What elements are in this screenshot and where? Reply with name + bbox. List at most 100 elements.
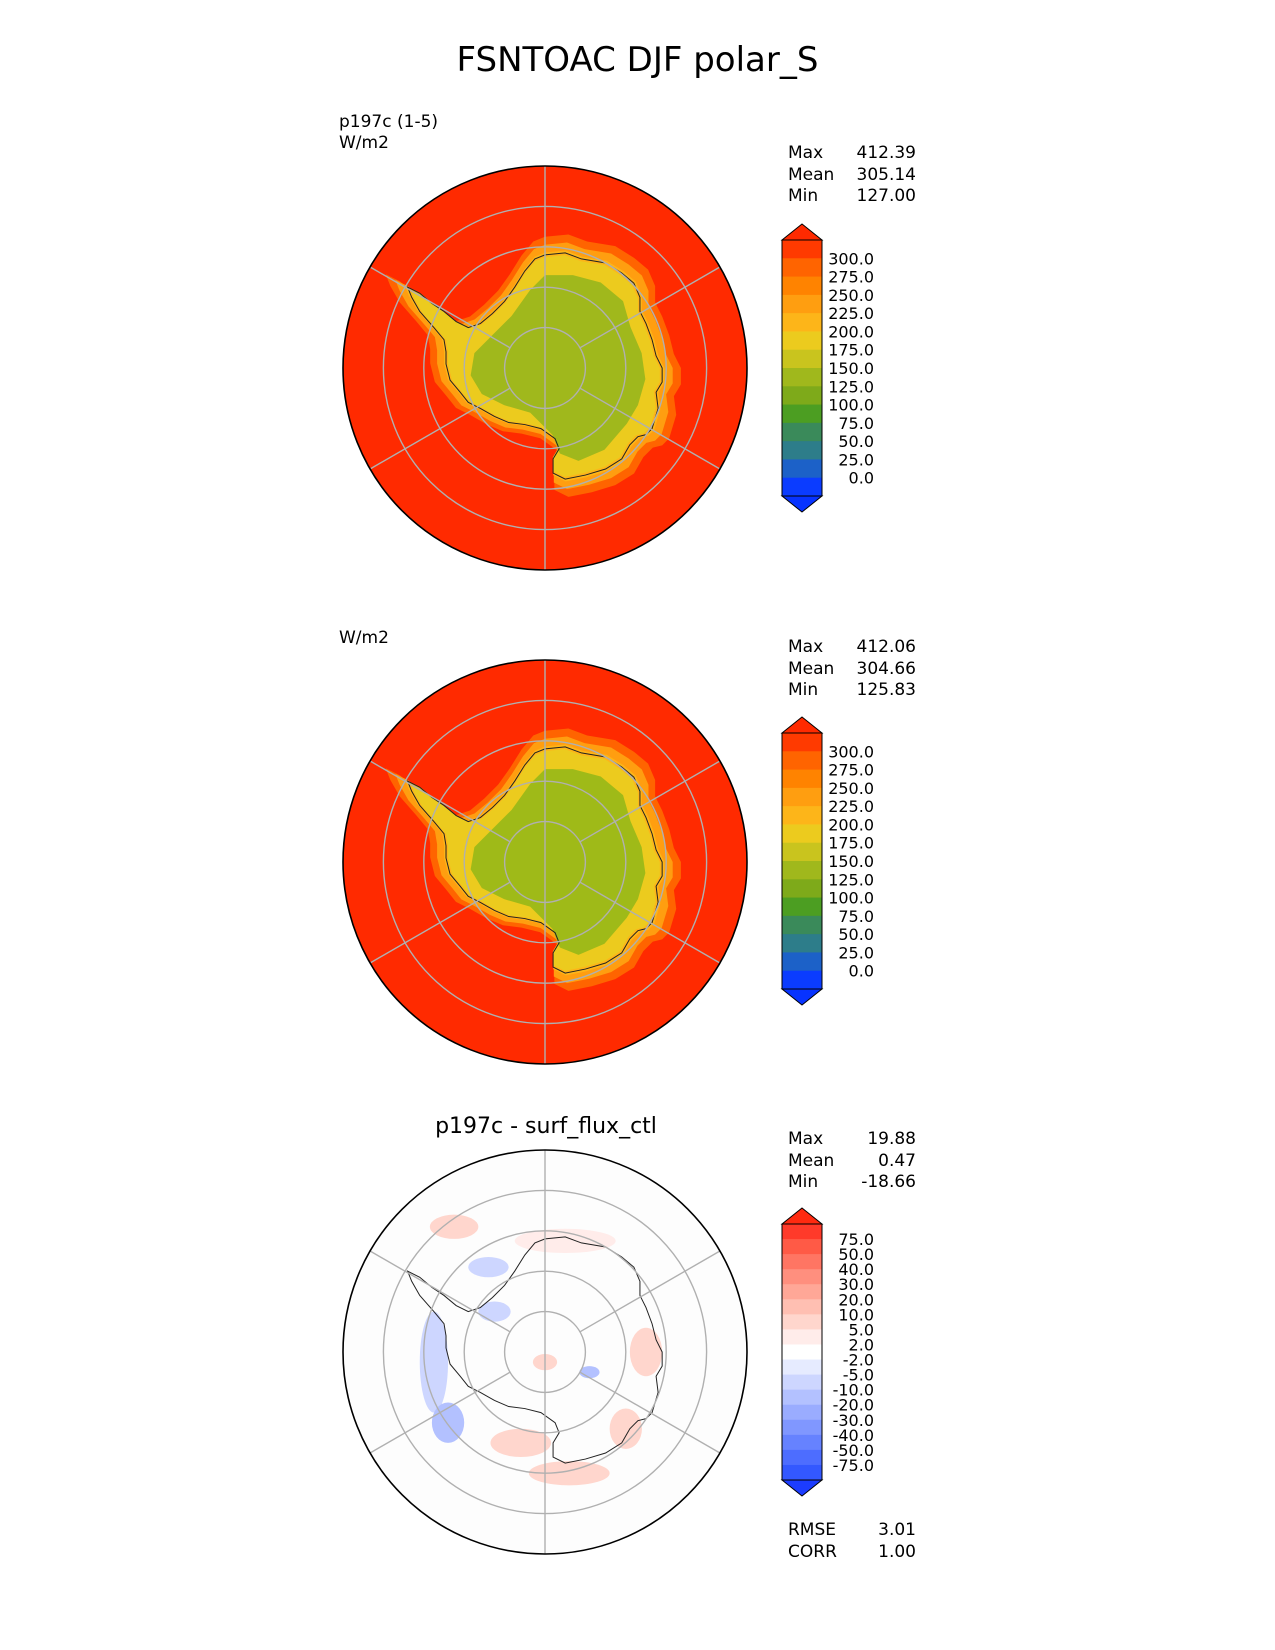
meridian-line bbox=[369, 266, 511, 349]
colorbar-extend-bottom bbox=[780, 988, 824, 1006]
colorbar-segment bbox=[782, 824, 822, 844]
stat-name: Min bbox=[788, 1172, 819, 1192]
colorbar-tick-label: 30.0 bbox=[838, 1275, 874, 1294]
colorbar-segment bbox=[782, 1464, 822, 1481]
meridian-line bbox=[579, 1250, 721, 1333]
stat-row: Max 19.88 bbox=[788, 1129, 916, 1151]
colorbar-tick-label: 200.0 bbox=[828, 815, 874, 834]
colorbar-tick-label: 125.0 bbox=[828, 377, 874, 396]
colorbar-segment bbox=[782, 1329, 822, 1345]
stat-name: Max bbox=[788, 1129, 824, 1149]
colorbar-tick-label: 150.0 bbox=[828, 852, 874, 871]
anomaly-patch bbox=[514, 1228, 616, 1254]
colorbar-tick-label: 75.0 bbox=[838, 907, 874, 926]
colorbar-segment bbox=[782, 349, 822, 369]
stat-value: 305.14 bbox=[856, 164, 916, 185]
metric-row: CORR 1.00 bbox=[788, 1542, 916, 1564]
panel-1-units-label: W/m2 bbox=[339, 133, 389, 153]
colorbar-frame bbox=[781, 1223, 823, 1481]
colorbar-tick-label: 25.0 bbox=[838, 450, 874, 469]
stat-row: Max 412.39 bbox=[788, 143, 916, 165]
colorbar-tick-label: -75.0 bbox=[833, 1456, 874, 1475]
colorbar-segment bbox=[782, 404, 822, 424]
stat-name: Min bbox=[788, 680, 819, 700]
colorbar-tick-label: 50.0 bbox=[838, 1245, 874, 1264]
colorbar-tick-label: 0.0 bbox=[849, 962, 874, 981]
colorbar-tick-label: 75.0 bbox=[838, 414, 874, 433]
panel-2-label: W/m2 bbox=[339, 628, 389, 649]
meridian-line bbox=[579, 387, 721, 470]
colorbar-tick-label: 25.0 bbox=[838, 943, 874, 962]
panel-1-label: p197c (1-5) W/m2 bbox=[339, 112, 438, 154]
colorbar-tick-label: -30.0 bbox=[833, 1411, 874, 1430]
colorbar-segment bbox=[782, 1299, 822, 1315]
stat-value: 304.66 bbox=[856, 658, 916, 679]
colorbar-segment bbox=[782, 1419, 822, 1436]
colorbar-tick-label: 250.0 bbox=[828, 779, 874, 798]
anomaly-patch bbox=[429, 1214, 479, 1239]
colorbar-segment bbox=[782, 733, 822, 752]
anomaly-patch bbox=[490, 1428, 552, 1458]
colorbar-segment bbox=[782, 1404, 822, 1421]
anomaly-patch bbox=[468, 1257, 509, 1278]
figure-title: FSNTOAC DJF polar_S bbox=[456, 40, 819, 80]
panel-3-title: p197c - surf_flux_ctl bbox=[435, 1114, 657, 1139]
panel-3-metrics: RMSE 3.01 CORR 1.00 bbox=[788, 1520, 916, 1563]
colorbar-segment bbox=[782, 769, 822, 789]
stat-name: Mean bbox=[788, 164, 835, 185]
colorbar-segment bbox=[782, 1434, 822, 1451]
metric-name: RMSE bbox=[788, 1520, 837, 1540]
colorbar-tick-label: 2.0 bbox=[849, 1335, 874, 1354]
colorbar-tick-label: 100.0 bbox=[828, 396, 874, 415]
stat-value: 125.83 bbox=[856, 680, 916, 700]
colorbar-tick-label: 40.0 bbox=[838, 1260, 874, 1279]
panel-3-stats: Max 19.88 Mean 0.47 Min -18.66 bbox=[788, 1129, 916, 1194]
colorbar-tick-label: 175.0 bbox=[828, 341, 874, 360]
colorbar-tick-label: 75.0 bbox=[838, 1230, 874, 1249]
colorbar-segment bbox=[782, 952, 822, 972]
colorbar-segment bbox=[782, 861, 822, 880]
colorbar-frame bbox=[781, 732, 823, 990]
colorbar-tick-label: 20.0 bbox=[838, 1290, 874, 1309]
colorbar-segment bbox=[782, 806, 822, 825]
colorbar-extend-top bbox=[780, 716, 824, 734]
stat-row: Min 125.83 bbox=[788, 680, 916, 702]
panel-1-run-label: p197c (1-5) bbox=[339, 112, 439, 132]
colorbar-segment bbox=[782, 1239, 822, 1255]
colorbar-extend-bottom bbox=[780, 495, 824, 513]
colorbar-tick-label: 225.0 bbox=[828, 797, 874, 816]
colorbar-tick-label: 0.0 bbox=[849, 469, 874, 488]
colorbar-segment bbox=[782, 1344, 822, 1361]
colorbar-segment bbox=[782, 751, 822, 771]
colorbar-extend-top bbox=[780, 223, 824, 241]
anomaly-patch bbox=[528, 1461, 610, 1486]
colorbar-segment bbox=[782, 477, 822, 497]
colorbar-tick-label: -20.0 bbox=[833, 1396, 874, 1415]
panel-2-polar-map bbox=[342, 659, 748, 1065]
colorbar-segment bbox=[782, 294, 822, 314]
panel-3-colorbar: 75.050.040.030.020.010.05.02.0-2.0-5.0-1… bbox=[780, 1207, 874, 1497]
meridian-line bbox=[579, 881, 721, 964]
colorbar-tick-label: 50.0 bbox=[838, 432, 874, 451]
panel-1-stats: Max 412.39 Mean 305.14 Min 127.00 bbox=[788, 143, 916, 208]
colorbar-tick-label: 125.0 bbox=[828, 870, 874, 889]
colorbar-tick-label: 225.0 bbox=[828, 304, 874, 323]
stat-row: Max 412.06 bbox=[788, 637, 916, 659]
coastline bbox=[406, 252, 663, 480]
colorbar-tick-label: 275.0 bbox=[828, 761, 874, 780]
panel-2-colorbar: 300.0275.0250.0225.0200.0175.0150.0125.0… bbox=[780, 716, 874, 1006]
colorbar-segment bbox=[782, 1449, 822, 1466]
colorbar-segment bbox=[782, 441, 822, 460]
anomaly-patch bbox=[609, 1408, 642, 1449]
colorbar-segment bbox=[782, 240, 822, 259]
stat-row: Min -18.66 bbox=[788, 1172, 916, 1194]
map-boundary bbox=[342, 1149, 748, 1555]
metric-value: 3.01 bbox=[878, 1520, 916, 1540]
metric-row: RMSE 3.01 bbox=[788, 1520, 916, 1542]
panel-1-colorbar: 300.0275.0250.0225.0200.0175.0150.0125.0… bbox=[780, 223, 874, 513]
colorbar-tick-label: 300.0 bbox=[828, 249, 874, 268]
stat-value: 19.88 bbox=[867, 1129, 916, 1149]
meridian-line bbox=[579, 266, 721, 349]
stat-value: -18.66 bbox=[861, 1172, 916, 1192]
stat-value: 412.39 bbox=[856, 143, 916, 163]
